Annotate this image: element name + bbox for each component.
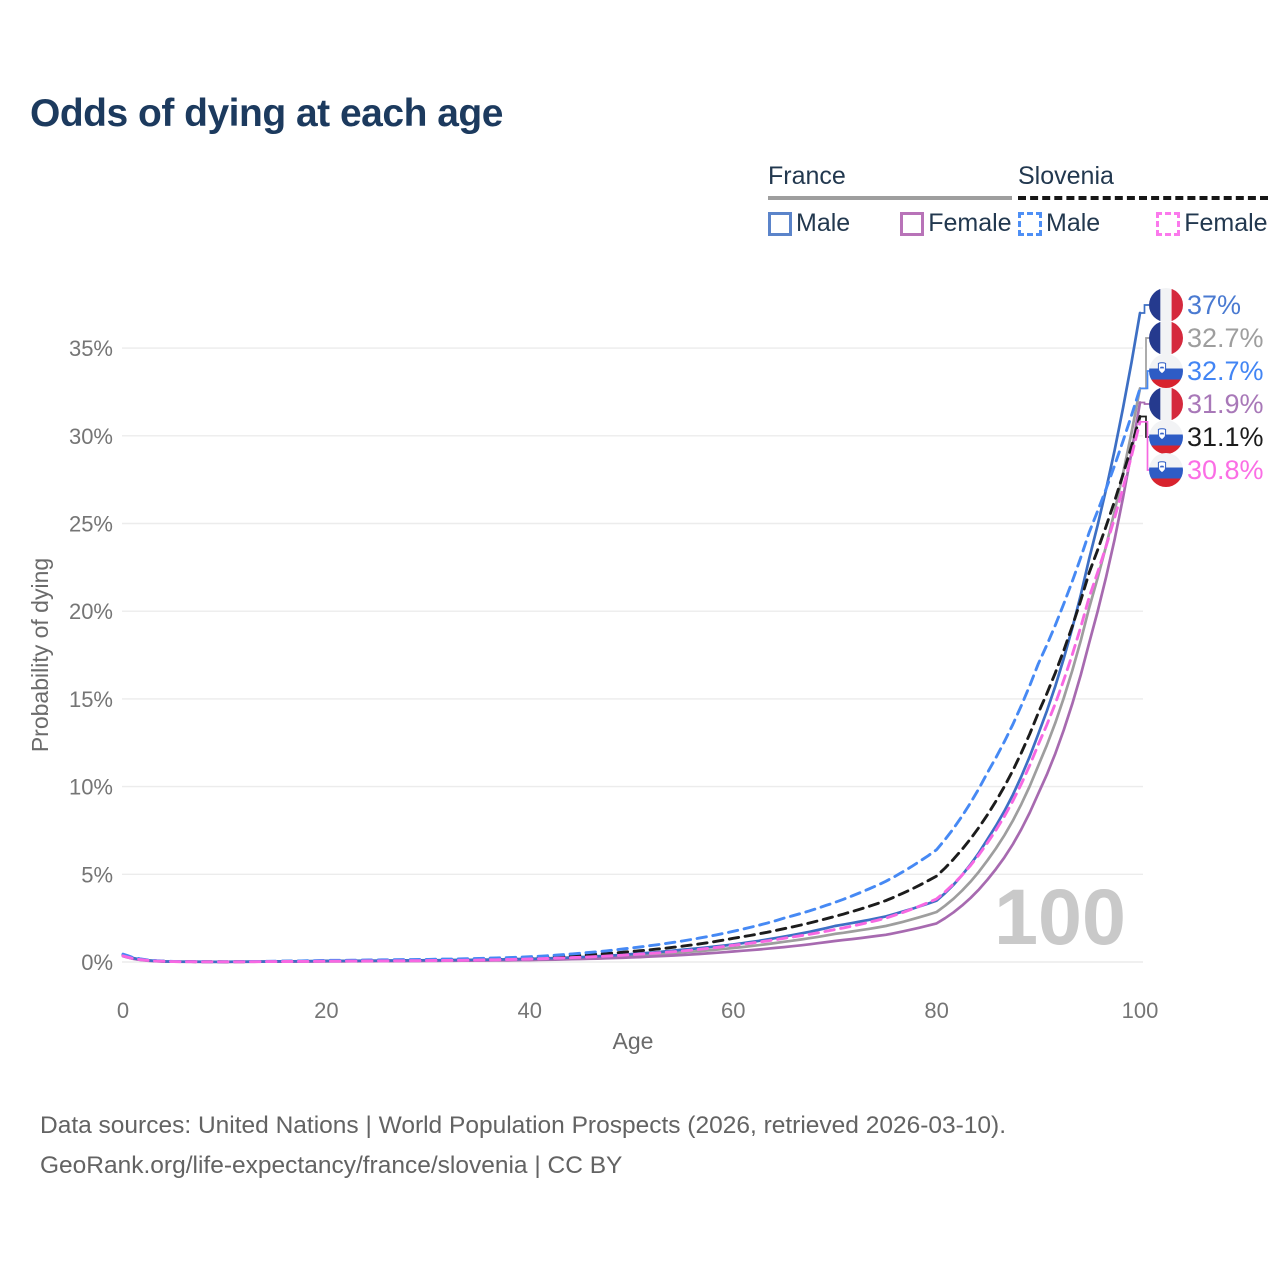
legend-label-france-female[interactable]: Female [928, 209, 1012, 237]
x-tick-80: 80 [924, 998, 948, 1023]
slovenia-flag-icon [1149, 420, 1183, 454]
y-axis-title: Probability of dying [27, 558, 53, 752]
x-tick-100: 100 [1122, 998, 1159, 1023]
series-line-france-female [121, 401, 1142, 964]
france-line-style-swatch [768, 196, 1012, 200]
x-tick-20: 20 [314, 998, 338, 1023]
legend-swatch-slovenia-male[interactable] [1018, 211, 1042, 236]
y-tick-0%: 0% [81, 950, 113, 975]
leader-line-france-female [1140, 401, 1149, 405]
end-labels: 32.7%31.9%37%31.1%32.7%30.8% [1140, 288, 1264, 487]
series-line-slovenia-female [121, 420, 1142, 964]
legend-country-france[interactable]: France [768, 162, 1012, 200]
y-tick-10%: 10% [69, 775, 113, 800]
y-tick-5%: 5% [81, 862, 113, 887]
series-line-france-male [121, 311, 1142, 964]
france-flag-icon [1149, 321, 1183, 355]
end-value-france-female: 31.9% [1187, 389, 1264, 419]
slovenia-line-style-swatch [1018, 196, 1268, 200]
x-tick-0: 0 [117, 998, 129, 1023]
series-line-france-both [121, 387, 1142, 964]
end-value-slovenia-both: 31.1% [1187, 422, 1264, 452]
x-tick-60: 60 [721, 998, 745, 1023]
y-tick-30%: 30% [69, 424, 113, 449]
legend-swatch-france-male[interactable] [768, 211, 792, 236]
legend-country-slovenia-label: Slovenia [1018, 162, 1114, 190]
x-tick-40: 40 [518, 998, 542, 1023]
legend-group-slovenia: Slovenia Male Female [1018, 162, 1268, 238]
age-100-watermark: 100 [994, 872, 1126, 961]
leader-line-france-male [1140, 304, 1149, 314]
axis-ticks: 0% 5% 10% 15% 20% 25% 30% 35% 0 20 40 60 80 100 [69, 336, 1158, 1023]
france-flag-icon [1149, 387, 1183, 421]
leader-line-slovenia-male [1140, 370, 1149, 390]
y-tick-15%: 15% [69, 687, 113, 712]
slovenia-flag-icon [1149, 354, 1183, 388]
leader-line-slovenia-female [1140, 420, 1149, 471]
gridlines [122, 347, 1143, 963]
footer: Data sources: United Nations | World Pop… [40, 1106, 1006, 1186]
x-axis-title: Age [613, 1028, 654, 1054]
footer-attribution: GeoRank.org/life-expectancy/france/slove… [40, 1152, 623, 1179]
legend-swatch-france-female[interactable] [900, 211, 925, 236]
legend-country-slovenia[interactable]: Slovenia [1018, 162, 1268, 200]
y-tick-35%: 35% [69, 336, 113, 361]
legend-label-france-male[interactable]: Male [796, 209, 851, 237]
y-tick-20%: 20% [69, 599, 113, 624]
series-line-slovenia-male [121, 386, 1142, 964]
legend-swatch-slovenia-female[interactable] [1156, 211, 1181, 236]
end-value-france-both: 32.7% [1187, 323, 1264, 353]
legend-country-france-label: France [768, 162, 846, 190]
legend-label-slovenia-female[interactable]: Female [1184, 209, 1268, 237]
end-value-slovenia-female: 30.8% [1187, 455, 1264, 485]
slovenia-flag-icon [1149, 453, 1183, 487]
legend-group-france: France Male Female [768, 162, 1012, 238]
page-title: Odds of dying at each age [30, 92, 503, 135]
end-value-slovenia-male: 32.7% [1187, 356, 1264, 386]
series-lines [121, 311, 1142, 964]
end-value-france-male: 37% [1187, 290, 1241, 320]
france-flag-icon [1149, 288, 1183, 322]
y-tick-25%: 25% [69, 512, 113, 537]
legend-label-slovenia-male[interactable]: Male [1046, 209, 1101, 237]
footer-data-sources: Data sources: United Nations | World Pop… [40, 1112, 1007, 1139]
